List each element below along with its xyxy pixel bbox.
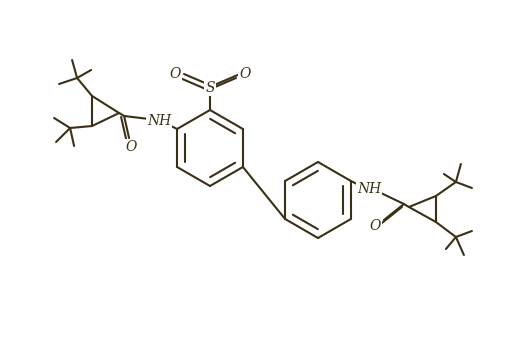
Text: O: O (125, 140, 137, 154)
Text: NH: NH (357, 182, 381, 196)
Text: O: O (169, 67, 181, 81)
Text: NH: NH (147, 114, 171, 128)
Text: S: S (205, 81, 215, 95)
Text: O: O (239, 67, 251, 81)
Text: O: O (369, 219, 381, 233)
